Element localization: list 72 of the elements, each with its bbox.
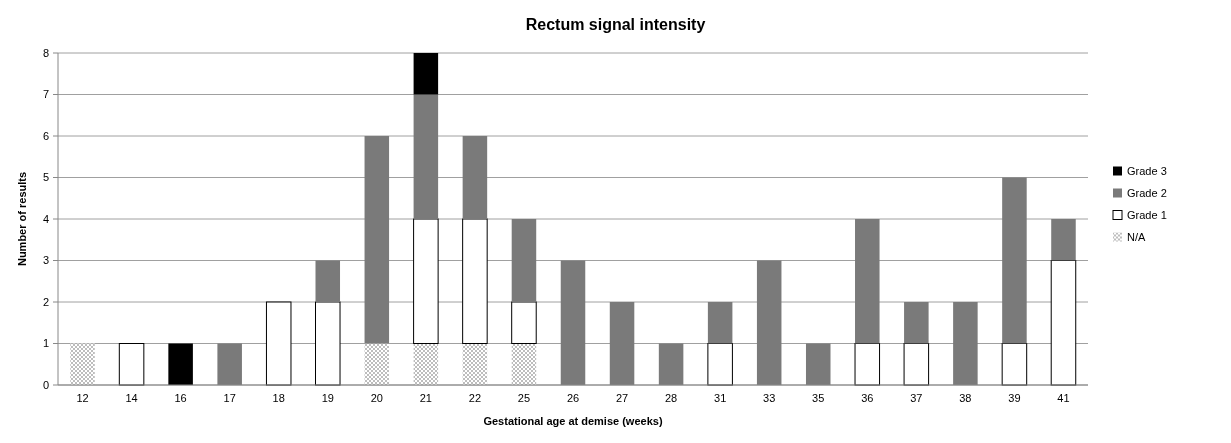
x-tick-label: 14 [125, 392, 138, 404]
x-tick-label: 36 [861, 392, 874, 404]
x-tick-label: 35 [812, 392, 825, 404]
bar [315, 260, 341, 302]
x-tick-label: 19 [321, 392, 334, 404]
x-tick-label: 37 [910, 392, 923, 404]
legend-label: Grade 2 [1127, 187, 1167, 200]
bar [953, 302, 978, 385]
bar [1001, 343, 1028, 386]
x-tick-label: 22 [468, 392, 482, 404]
y-tick-label: 0 [42, 378, 49, 391]
bar [609, 302, 635, 385]
x-tick-label: 21 [419, 392, 432, 404]
y-tick-label: 6 [42, 129, 49, 142]
bar [315, 301, 341, 386]
bar [805, 343, 831, 385]
x-tick-label: 25 [517, 392, 531, 404]
bar [413, 343, 439, 385]
bar [70, 343, 95, 385]
x-tick-label: 18 [272, 392, 285, 404]
bar [265, 301, 292, 386]
y-tick-label: 3 [42, 254, 49, 267]
x-tick-label: 28 [664, 392, 678, 404]
bar [1050, 260, 1077, 386]
bar [462, 218, 488, 344]
bar [854, 343, 881, 386]
bar [217, 343, 242, 385]
bar [511, 219, 537, 302]
y-tick-label: 1 [42, 337, 49, 350]
y-tick-label: 2 [42, 295, 49, 308]
y-axis-title: Number of results [16, 171, 28, 267]
x-tick-label: 33 [763, 392, 776, 404]
bar [364, 343, 390, 385]
legend-label: Grade 1 [1127, 209, 1167, 222]
x-tick-label: 17 [223, 392, 236, 404]
bar [413, 53, 439, 95]
chart-title: Rectum signal intensity [525, 16, 706, 33]
bar [1002, 177, 1027, 344]
bar [118, 343, 145, 386]
x-tick-label: 16 [174, 392, 187, 404]
legend-label: Grade 3 [1127, 165, 1167, 178]
x-tick-label: 31 [714, 392, 727, 404]
bar [462, 343, 488, 385]
x-tick-label: 12 [76, 392, 89, 404]
bar [413, 94, 439, 219]
bar [462, 136, 488, 219]
bar [756, 260, 782, 385]
bar [560, 260, 586, 385]
bar [364, 136, 390, 344]
bar [658, 343, 684, 385]
bar [413, 218, 439, 344]
x-tick-label: 39 [1008, 392, 1021, 404]
bar [511, 343, 537, 385]
legend-label: N/A [1127, 231, 1146, 244]
bar [168, 343, 193, 385]
bar [855, 219, 880, 344]
x-tick-label: 20 [370, 392, 383, 404]
x-tick-label: 27 [615, 392, 629, 404]
x-tick-label: 26 [566, 392, 580, 404]
x-axis-title: Gestational age at demise (weeks) [483, 415, 663, 427]
bar [903, 343, 930, 386]
y-tick-label: 8 [42, 46, 49, 59]
bar [904, 302, 929, 344]
bar [511, 301, 537, 344]
bar [707, 343, 733, 386]
y-tick-label: 5 [42, 171, 49, 184]
bar [1051, 219, 1076, 261]
y-tick-label: 7 [42, 88, 49, 101]
bar [707, 302, 733, 344]
x-tick-label: 41 [1057, 392, 1070, 404]
y-tick-label: 4 [42, 212, 49, 225]
x-tick-label: 38 [959, 392, 972, 404]
